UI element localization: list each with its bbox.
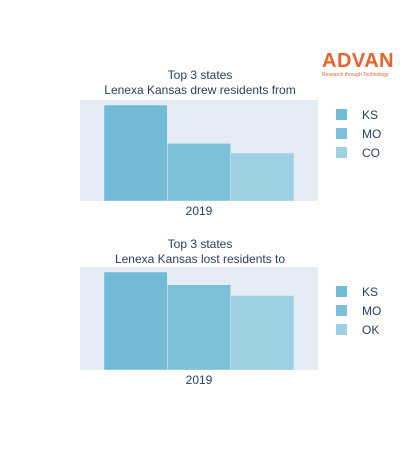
legend-label: CO	[362, 145, 380, 160]
title-line-2: Lenexa Kansas drew residents from	[104, 83, 296, 97]
bar-mo	[167, 284, 231, 370]
bar-ok	[230, 295, 295, 370]
chart-title: Top 3 states Lenexa Kansas lost resident…	[60, 237, 340, 267]
logo-tagline: Research through Technology	[322, 72, 389, 78]
legend-label: OK	[362, 322, 380, 337]
x-tick-label: 2019	[185, 204, 213, 218]
legend-item-ks[interactable]: KS	[336, 105, 381, 124]
legend-item-co[interactable]: CO	[336, 143, 381, 162]
title-line-1: Top 3 states	[167, 237, 233, 251]
legend-swatch	[336, 305, 347, 316]
legend-label: MO	[362, 303, 382, 318]
bar-ks	[103, 104, 168, 201]
chart-title: Top 3 states Lenexa Kansas drew resident…	[60, 68, 340, 98]
legend-item-mo[interactable]: MO	[336, 301, 381, 320]
legend-item-ks[interactable]: KS	[336, 282, 381, 301]
legend-label: MO	[362, 126, 382, 141]
bar-ks	[103, 271, 168, 370]
legend: KS MO CO	[336, 105, 381, 162]
logo-wordmark: ADVAN	[322, 50, 395, 72]
bar-plot	[80, 100, 318, 201]
bar-plot	[80, 267, 318, 370]
legend-label: KS	[362, 107, 379, 122]
title-line-2: Lenexa Kansas lost residents to	[114, 252, 286, 266]
legend-item-ok[interactable]: OK	[336, 320, 381, 339]
x-tick-label: 2019	[185, 373, 213, 387]
bar-mo	[167, 143, 231, 201]
title-line-1: Top 3 states	[167, 68, 233, 82]
legend-label: KS	[362, 284, 379, 299]
legend-swatch	[336, 324, 347, 335]
advan-logo: ADVAN Research through Technology	[322, 51, 394, 78]
legend-swatch	[336, 286, 347, 297]
legend-swatch	[336, 147, 347, 158]
legend-swatch	[336, 128, 347, 139]
bar-co	[230, 152, 295, 201]
legend: KS MO OK	[336, 282, 381, 339]
legend-item-mo[interactable]: MO	[336, 124, 381, 143]
legend-swatch	[336, 109, 347, 120]
